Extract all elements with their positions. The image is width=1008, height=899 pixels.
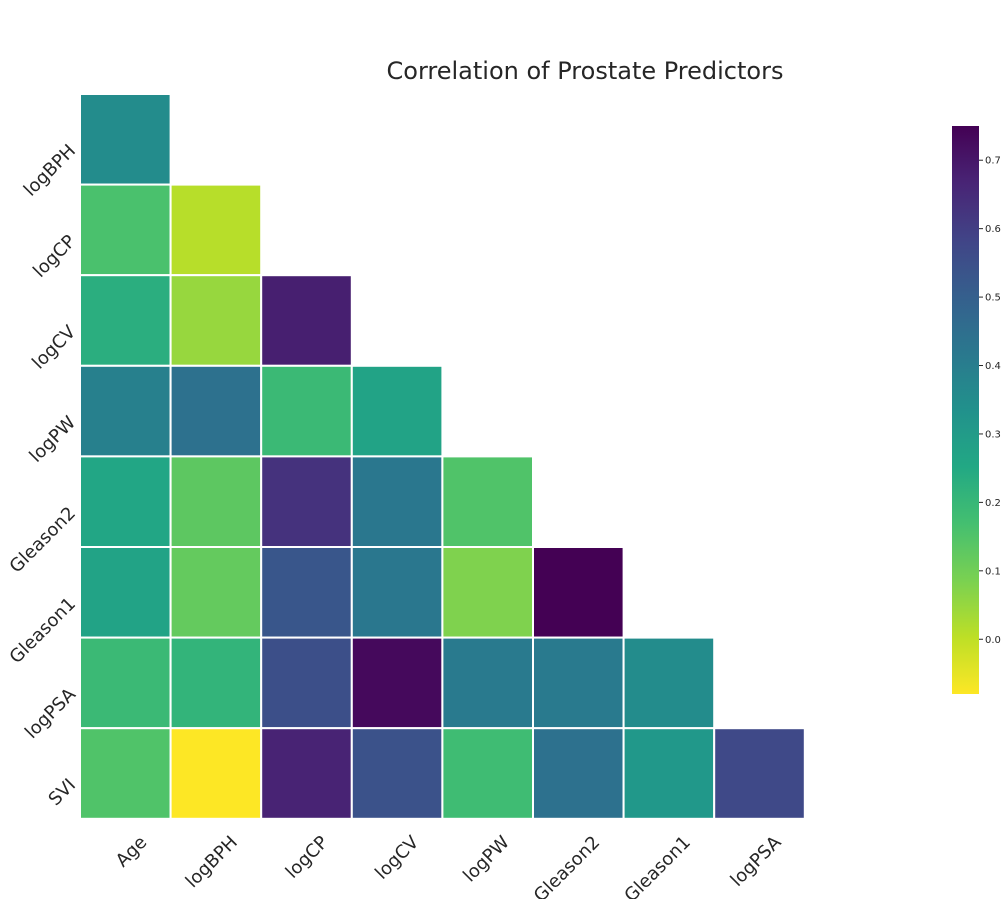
y-tick-label: logPSA — [21, 684, 80, 743]
heatmap-cell-Gleason1-logCV — [350, 546, 444, 639]
colorbar-tick-label: 0.2 — [985, 498, 1001, 509]
heatmap-cell-SVI-logCV — [350, 727, 444, 820]
heatmap-cell-Gleason1-logPW — [441, 546, 534, 639]
heatmap-cell-Gleason1-logCP — [260, 546, 353, 639]
x-tick-label: logPSA — [727, 831, 786, 890]
colorbar: 0.0 0.1 0.2 0.3 0.4 0.5 0.6 0.7 — [952, 126, 1001, 694]
heatmap-cell-logCV-Age — [79, 274, 172, 367]
heatmap-cell-logCV-logCP — [260, 274, 353, 367]
colorbar-bar — [952, 126, 979, 694]
heatmap-cell-logPSA-Age — [79, 636, 172, 730]
heatmap-cell-logPW-Age — [79, 364, 172, 458]
heatmap-cell-Gleason1-Gleason2 — [532, 546, 625, 639]
x-tick-label: logCV — [371, 831, 423, 883]
y-tick-label: Gleason2 — [6, 503, 80, 577]
heatmap-cell-logPW-logCP — [260, 364, 353, 458]
heatmap-cell-SVI-Gleason2 — [532, 727, 625, 820]
heatmap-cell-SVI-Gleason1 — [622, 727, 716, 820]
colorbar-tick-label: 0.6 — [985, 224, 1001, 235]
heatmap-cell-SVI-Age — [79, 727, 172, 820]
heatmap-cell-Gleason1-Age — [79, 546, 172, 639]
x-tick-label: Gleason2 — [530, 832, 604, 899]
y-tick-label: logCP — [29, 231, 80, 282]
heatmap-cell-Gleason2-logPW — [441, 455, 534, 548]
y-tick-label: logCV — [28, 321, 80, 373]
heatmap-cell-logPSA-logBPH — [169, 636, 263, 730]
x-tick-label: logBPH — [182, 832, 242, 892]
colorbar-tick-label: 0.7 — [985, 156, 1001, 167]
heatmap-cell-Gleason2-logBPH — [169, 455, 263, 548]
colorbar-tick-label: 0.4 — [985, 361, 1001, 372]
heatmap-cell-logCP-Age — [79, 183, 172, 277]
colorbar-tick-label: 0.5 — [985, 293, 1001, 304]
heatmap-cell-logCV-logBPH — [169, 274, 263, 367]
y-tick-label: SVI — [45, 775, 80, 810]
x-tick-label: Gleason1 — [620, 832, 694, 899]
colorbar-tick-label: 0.1 — [985, 566, 1001, 577]
x-tick-label: logCP — [282, 832, 333, 883]
heatmap-cell-logPW-logCV — [350, 364, 444, 458]
heatmap-cell-Gleason2-logCV — [350, 455, 444, 548]
x-tick-labels: Age logBPH logCP logCV logPW Gleason2 Gleason1… — [112, 831, 786, 899]
chart-title: Correlation of Prostate Predictors — [387, 57, 784, 85]
heatmap-cell-logPSA-logCP — [260, 636, 353, 730]
colorbar-tick-label: 0.0 — [985, 635, 1001, 646]
y-tick-label: logPW — [25, 412, 80, 467]
heatmap-cell-logPSA-Gleason1 — [622, 636, 716, 730]
heatmap-cell-SVI-logPW — [441, 727, 534, 820]
heatmap-cell-Gleason2-logCP — [260, 455, 353, 548]
y-tick-label: Gleason1 — [6, 593, 80, 667]
heatmap-cell-logPSA-Gleason2 — [532, 636, 625, 730]
heatmap-cell-logPW-logBPH — [169, 364, 263, 458]
heatmap-cell-SVI-logCP — [260, 727, 353, 820]
x-tick-label: Age — [112, 832, 151, 871]
colorbar-tick-label: 0.3 — [985, 429, 1001, 440]
heatmap-cell-SVI-logPSA — [713, 727, 806, 820]
heatmap-cell-logCP-logBPH — [169, 183, 263, 277]
heatmap-cell-SVI-logBPH — [169, 727, 263, 820]
heatmap-cell-Gleason2-Age — [79, 455, 172, 548]
y-tick-labels: logBPH logCP logCV logPW Gleason2 Gleason1 log… — [6, 140, 81, 810]
heatmap-cell-Gleason1-logBPH — [169, 546, 263, 639]
heatmap-cell-logPSA-logPW — [441, 636, 534, 730]
heatmap-cell-logBPH-Age — [79, 93, 172, 186]
x-tick-label: logPW — [459, 832, 514, 887]
heatmap-cells — [79, 93, 806, 820]
y-tick-label: logBPH — [20, 140, 80, 200]
heatmap-cell-logPSA-logCV — [350, 636, 444, 730]
